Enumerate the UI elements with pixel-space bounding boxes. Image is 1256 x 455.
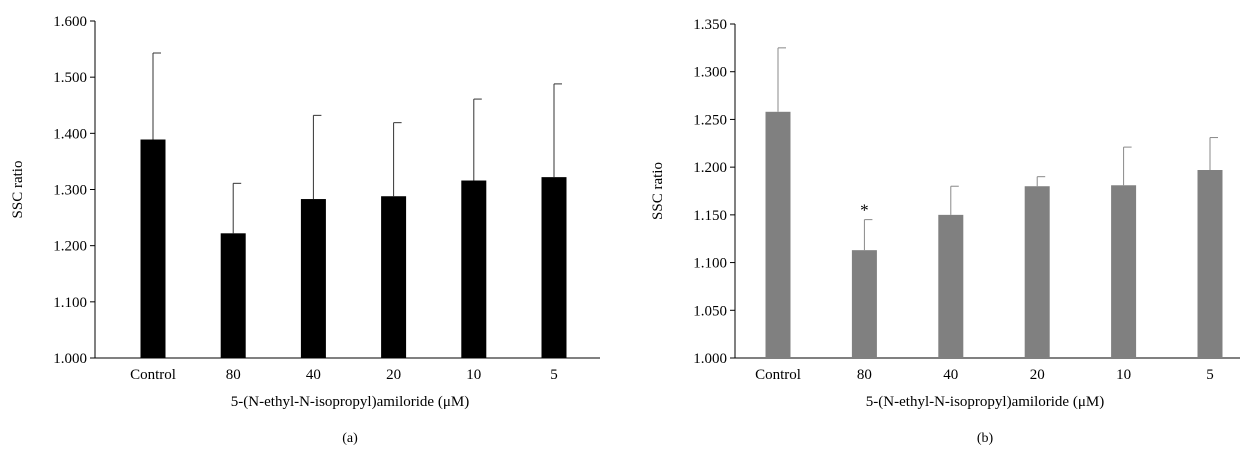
panel-b-x-tick-label: Control — [755, 367, 801, 383]
panel-a-y-tick-label: 1.000 — [53, 351, 87, 367]
panel-b-y-axis-label: SSC ratio — [650, 162, 666, 220]
panel-b-y-tick-label: 1.300 — [693, 65, 727, 81]
panel-a-x-tick-label: 10 — [466, 367, 481, 383]
panel-b-y-tick-label: 1.200 — [693, 160, 727, 176]
panel-b-x-tick-label: 40 — [943, 367, 958, 383]
panel-b-x-axis-label: 5-(N-ethyl-N-isopropyl)amiloride (μM) — [866, 394, 1104, 410]
panel-b-bar — [938, 214, 964, 358]
panel-b-group: 1.000 1.050 1.100 1.150 1.200 1.250 1.300 1.350… — [650, 17, 1240, 446]
panel-b-bar — [851, 250, 877, 358]
panel-a-bar — [541, 177, 567, 358]
panel-a-x-axis-label: 5-(N-ethyl-N-isopropyl)amiloride (μM) — [231, 394, 469, 410]
panel-a-bar — [140, 139, 166, 358]
panel-a-bar — [220, 233, 246, 358]
panel-a-bar — [461, 180, 487, 358]
panel-a-y-axis-label: SSC ratio — [10, 161, 26, 219]
panel-b-y-tick-label: 1.250 — [693, 112, 727, 128]
panel-b-y-tick-label: 1.350 — [693, 17, 727, 33]
panel-a-y-tick-label: 1.300 — [53, 183, 87, 199]
panel-a-bar — [381, 196, 407, 358]
panel-a-y-tick-label: 1.500 — [53, 70, 87, 86]
panel-b-x-tick-label: 5 — [1206, 367, 1214, 383]
panel-b-bar — [1111, 185, 1137, 358]
panel-a-x-tick-label: 40 — [306, 367, 321, 383]
panel-b-x-tick-label: 80 — [857, 367, 872, 383]
panel-a-x-tick-label: 5 — [550, 367, 558, 383]
panel-b-bar — [765, 111, 791, 359]
panel-b-panel-label: (b) — [977, 431, 994, 446]
panel-a-y-tick-label: 1.400 — [53, 126, 87, 142]
panel-b-significance-marker: * — [860, 201, 869, 220]
panel-a-y-tick-label: 1.600 — [53, 14, 87, 30]
panel-a-y-tick-label: 1.200 — [53, 239, 87, 255]
panel-b-x-tick-label: 10 — [1116, 367, 1131, 383]
panel-a-x-tick-label: Control — [130, 367, 176, 383]
panel-a-x-tick-label: 20 — [386, 367, 401, 383]
panel-b-y-tick-label: 1.050 — [693, 303, 727, 319]
panel-b-y-tick-label: 1.000 — [693, 351, 727, 367]
panel-b-y-tick-label: 1.150 — [693, 208, 727, 224]
panel-b-bar — [1197, 170, 1223, 358]
panel-a-y-tick-label: 1.100 — [53, 295, 87, 311]
panel-b-x-tick-label: 20 — [1030, 367, 1045, 383]
panel-a-x-tick-label: 80 — [226, 367, 241, 383]
panel-a-bar — [300, 199, 326, 358]
panel-b-y-tick-label: 1.100 — [693, 256, 727, 272]
panel-b-bar — [1024, 186, 1050, 358]
panel-a-group: 1.000 1.100 1.200 1.300 1.400 1.500 1.600 Contr… — [10, 14, 600, 446]
panel-a-panel-label: (a) — [342, 431, 358, 446]
